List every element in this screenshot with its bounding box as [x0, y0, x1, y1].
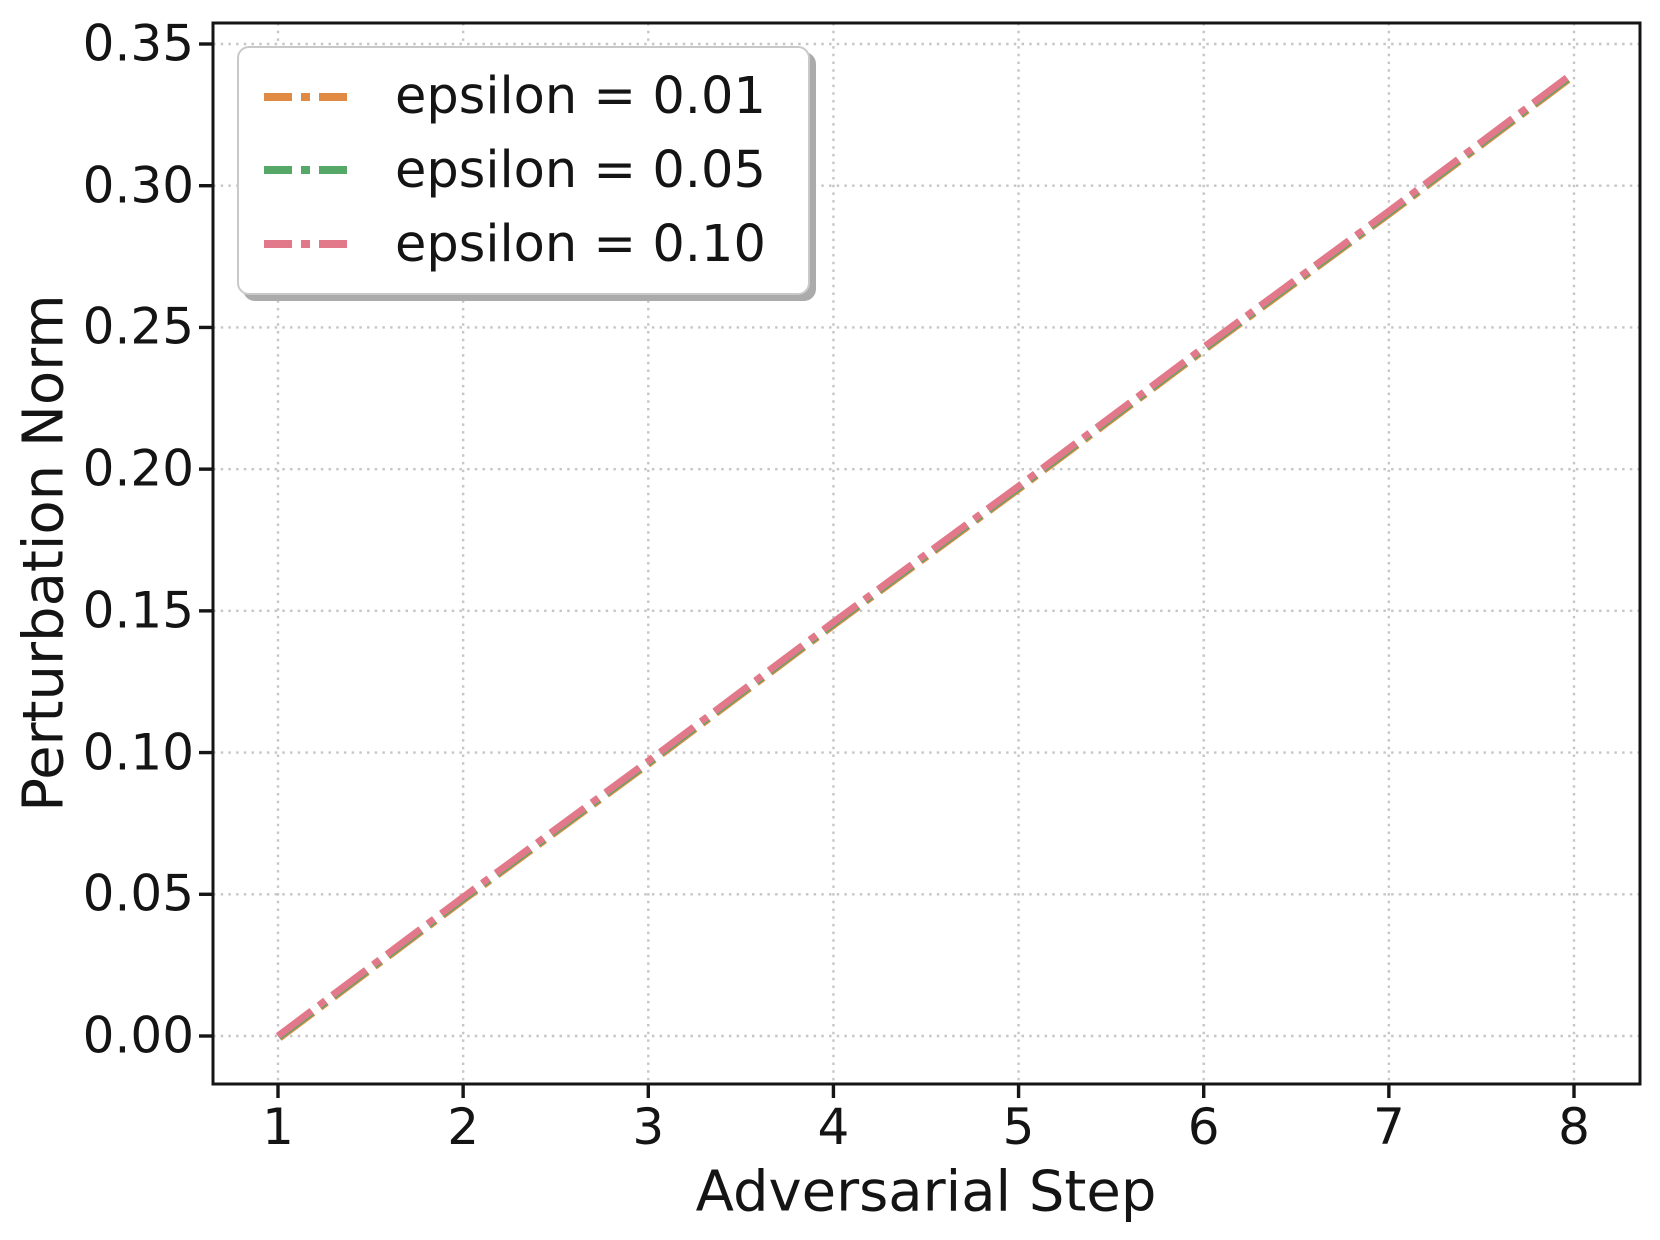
y-tick-label: 0.30	[82, 156, 194, 215]
x-tick-label: 2	[447, 1098, 480, 1156]
legend-line-sample-icon	[264, 240, 354, 249]
x-axis-label: Adversarial Step	[695, 1159, 1157, 1225]
legend-label: epsilon = 0.05	[395, 140, 766, 200]
x-tick-label: 5	[1002, 1098, 1035, 1156]
legend-line-sample-icon	[264, 92, 354, 101]
x-tick-label: 3	[632, 1098, 665, 1156]
y-tick-label: 0.10	[82, 723, 194, 782]
y-tick-label: 0.20	[82, 439, 194, 498]
legend-line-sample-icon	[264, 166, 354, 175]
x-tick-label: 4	[817, 1098, 850, 1156]
legend-item-epsilon-001: epsilon = 0.01	[263, 71, 784, 122]
y-tick-label: 0.25	[82, 297, 194, 356]
series-line-3	[275, 69, 1577, 1039]
legend-label: epsilon = 0.01	[395, 67, 766, 127]
x-tick-label: 6	[1187, 1098, 1220, 1156]
y-tick-label: 0.15	[82, 581, 194, 640]
y-tick-label: 0.05	[82, 864, 194, 923]
y-tick-label: 0.00	[82, 1006, 194, 1065]
legend-item-epsilon-005: epsilon = 0.05	[263, 145, 784, 196]
x-tick-label: 7	[1372, 1098, 1405, 1156]
x-tick-label: 8	[1558, 1098, 1590, 1156]
y-tick-label: 0.35	[82, 14, 194, 73]
x-tick-label: 1	[262, 1098, 294, 1156]
legend-item-epsilon-010: epsilon = 0.10	[263, 219, 784, 270]
legend: epsilon = 0.01 epsilon = 0.05 epsilon = …	[237, 46, 810, 295]
legend-label: epsilon = 0.10	[395, 214, 766, 274]
